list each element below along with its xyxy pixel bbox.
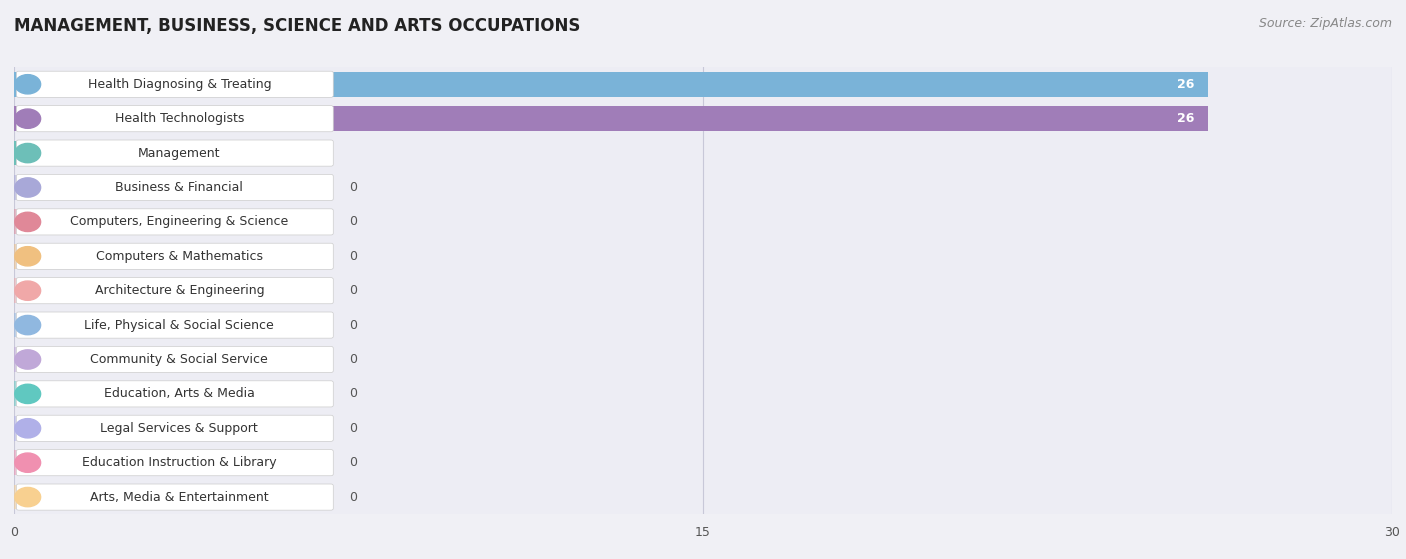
Bar <box>14 72 1208 97</box>
Text: 26: 26 <box>1177 112 1195 125</box>
Circle shape <box>15 281 41 300</box>
Bar <box>14 377 1392 411</box>
Text: Management: Management <box>138 146 221 159</box>
Bar <box>14 136 1392 170</box>
Text: Computers, Engineering & Science: Computers, Engineering & Science <box>70 215 288 229</box>
Text: 0: 0 <box>349 215 357 229</box>
FancyBboxPatch shape <box>17 174 333 201</box>
FancyBboxPatch shape <box>17 140 333 166</box>
Text: 0: 0 <box>349 456 357 469</box>
FancyBboxPatch shape <box>17 381 333 407</box>
Text: 0: 0 <box>349 284 357 297</box>
Text: Life, Physical & Social Science: Life, Physical & Social Science <box>84 319 274 331</box>
Bar <box>14 312 319 338</box>
Text: Community & Social Service: Community & Social Service <box>90 353 269 366</box>
Bar <box>14 381 319 406</box>
Circle shape <box>15 75 41 94</box>
Text: 3: 3 <box>129 146 138 159</box>
Circle shape <box>15 247 41 266</box>
Text: MANAGEMENT, BUSINESS, SCIENCE AND ARTS OCCUPATIONS: MANAGEMENT, BUSINESS, SCIENCE AND ARTS O… <box>14 17 581 35</box>
Circle shape <box>15 350 41 369</box>
Text: 0: 0 <box>349 181 357 194</box>
Text: Arts, Media & Entertainment: Arts, Media & Entertainment <box>90 491 269 504</box>
Circle shape <box>15 419 41 438</box>
Text: 0: 0 <box>349 353 357 366</box>
Text: Source: ZipAtlas.com: Source: ZipAtlas.com <box>1258 17 1392 30</box>
FancyBboxPatch shape <box>17 243 333 269</box>
FancyBboxPatch shape <box>17 484 333 510</box>
Text: Architecture & Engineering: Architecture & Engineering <box>94 284 264 297</box>
Bar <box>14 106 1208 131</box>
FancyBboxPatch shape <box>17 312 333 338</box>
Bar <box>14 446 1392 480</box>
Text: Legal Services & Support: Legal Services & Support <box>100 422 259 435</box>
Bar <box>14 416 319 440</box>
FancyBboxPatch shape <box>17 106 333 132</box>
Bar <box>14 175 319 200</box>
Text: Education Instruction & Library: Education Instruction & Library <box>82 456 277 469</box>
Bar <box>14 347 319 372</box>
Bar <box>14 67 1392 102</box>
Bar <box>14 170 1392 205</box>
Text: Computers & Mathematics: Computers & Mathematics <box>96 250 263 263</box>
Bar <box>14 451 319 475</box>
Text: Education, Arts & Media: Education, Arts & Media <box>104 387 254 400</box>
Bar <box>14 102 1392 136</box>
Bar <box>14 244 319 269</box>
Bar <box>14 141 152 165</box>
Circle shape <box>15 144 41 163</box>
Circle shape <box>15 178 41 197</box>
Bar <box>14 210 319 234</box>
Text: 0: 0 <box>349 250 357 263</box>
Text: 0: 0 <box>349 387 357 400</box>
Text: 0: 0 <box>349 422 357 435</box>
Bar <box>14 342 1392 377</box>
Text: 0: 0 <box>349 491 357 504</box>
Text: Health Technologists: Health Technologists <box>115 112 245 125</box>
Bar <box>14 480 1392 514</box>
Bar <box>14 485 319 509</box>
Bar <box>14 239 1392 273</box>
Bar <box>14 273 1392 308</box>
Bar <box>14 411 1392 446</box>
Bar <box>14 308 1392 342</box>
Circle shape <box>15 315 41 335</box>
Circle shape <box>15 384 41 404</box>
Circle shape <box>15 453 41 472</box>
FancyBboxPatch shape <box>17 415 333 442</box>
FancyBboxPatch shape <box>17 347 333 372</box>
Circle shape <box>15 109 41 129</box>
Bar <box>14 205 1392 239</box>
Circle shape <box>15 487 41 506</box>
FancyBboxPatch shape <box>17 449 333 476</box>
Circle shape <box>15 212 41 231</box>
Text: 26: 26 <box>1177 78 1195 91</box>
Text: 0: 0 <box>349 319 357 331</box>
Bar <box>14 278 319 303</box>
FancyBboxPatch shape <box>17 278 333 304</box>
FancyBboxPatch shape <box>17 209 333 235</box>
Text: Health Diagnosing & Treating: Health Diagnosing & Treating <box>87 78 271 91</box>
FancyBboxPatch shape <box>17 71 333 97</box>
Text: Business & Financial: Business & Financial <box>115 181 243 194</box>
